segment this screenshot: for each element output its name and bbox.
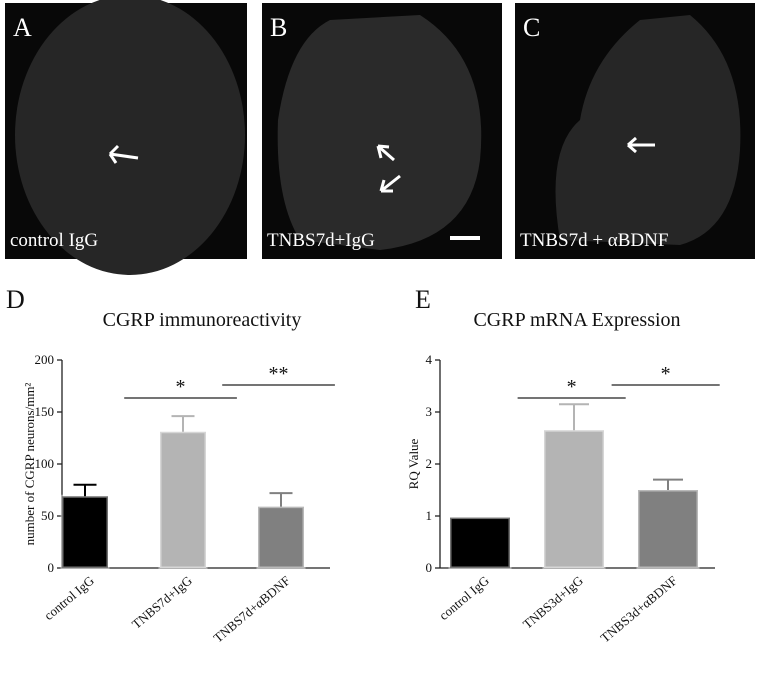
chart-title: CGRP immunoreactivity: [103, 309, 302, 331]
x-tick-label: control IgG: [436, 573, 492, 623]
y-tick-label: 0: [48, 560, 55, 575]
bar: [542, 428, 606, 570]
x-tick-label: TNBS3d+αBDNF: [597, 573, 679, 646]
micrographs: [5, 0, 755, 275]
bar: [60, 494, 110, 570]
y-tick-label: 150: [35, 404, 55, 419]
chart-title: CGRP mRNA Expression: [473, 309, 680, 331]
tissue: [277, 15, 482, 250]
significance-label: **: [269, 363, 289, 385]
panel-caption: control IgG: [10, 230, 98, 251]
x-tick-label: TNBS7d+αBDNF: [210, 573, 292, 646]
scale-bar: [450, 236, 480, 240]
tissue: [555, 15, 741, 245]
y-tick-label: 0: [426, 560, 433, 575]
bar: [448, 516, 512, 570]
arrow: [379, 174, 401, 193]
tissue: [15, 0, 245, 275]
y-tick-label: 50: [41, 508, 54, 523]
significance-label: *: [661, 363, 671, 385]
panel-letter: D: [6, 285, 25, 314]
significance-label: *: [176, 376, 186, 398]
y-tick-label: 2: [426, 456, 433, 471]
panel-letter: E: [415, 285, 431, 314]
error-bar: [559, 403, 589, 431]
panel-letter: C: [523, 13, 540, 42]
panel-letter: B: [270, 13, 287, 42]
y-tick-label: 200: [35, 352, 55, 367]
arrow: [108, 144, 139, 164]
y-tick-label: 1: [426, 508, 433, 523]
bar: [158, 430, 208, 570]
error-bar: [171, 415, 195, 432]
bar: [256, 505, 306, 570]
panel-letter: A: [13, 13, 32, 42]
x-tick-label: TNBS7d+IgG: [129, 573, 195, 632]
panel-caption: TNBS7d + αBDNF: [520, 230, 668, 251]
significance-label: *: [567, 376, 577, 398]
y-tick-label: 100: [35, 456, 55, 471]
x-tick-label: TNBS3d+IgG: [520, 573, 586, 632]
x-tick-label: control IgG: [41, 573, 97, 623]
arrow: [376, 144, 395, 162]
error-bar: [653, 478, 683, 490]
bar: [636, 488, 700, 570]
error-bar: [73, 483, 97, 497]
error-bar: [269, 492, 293, 507]
y-tick-label: 3: [426, 404, 433, 419]
y-axis-label: number of CGRP neurons/mm²: [22, 383, 37, 546]
y-tick-label: 4: [426, 352, 433, 367]
arrow: [627, 136, 655, 154]
panel-caption: TNBS7d+IgG: [267, 230, 375, 251]
y-axis-label: RQ Value: [406, 438, 421, 489]
